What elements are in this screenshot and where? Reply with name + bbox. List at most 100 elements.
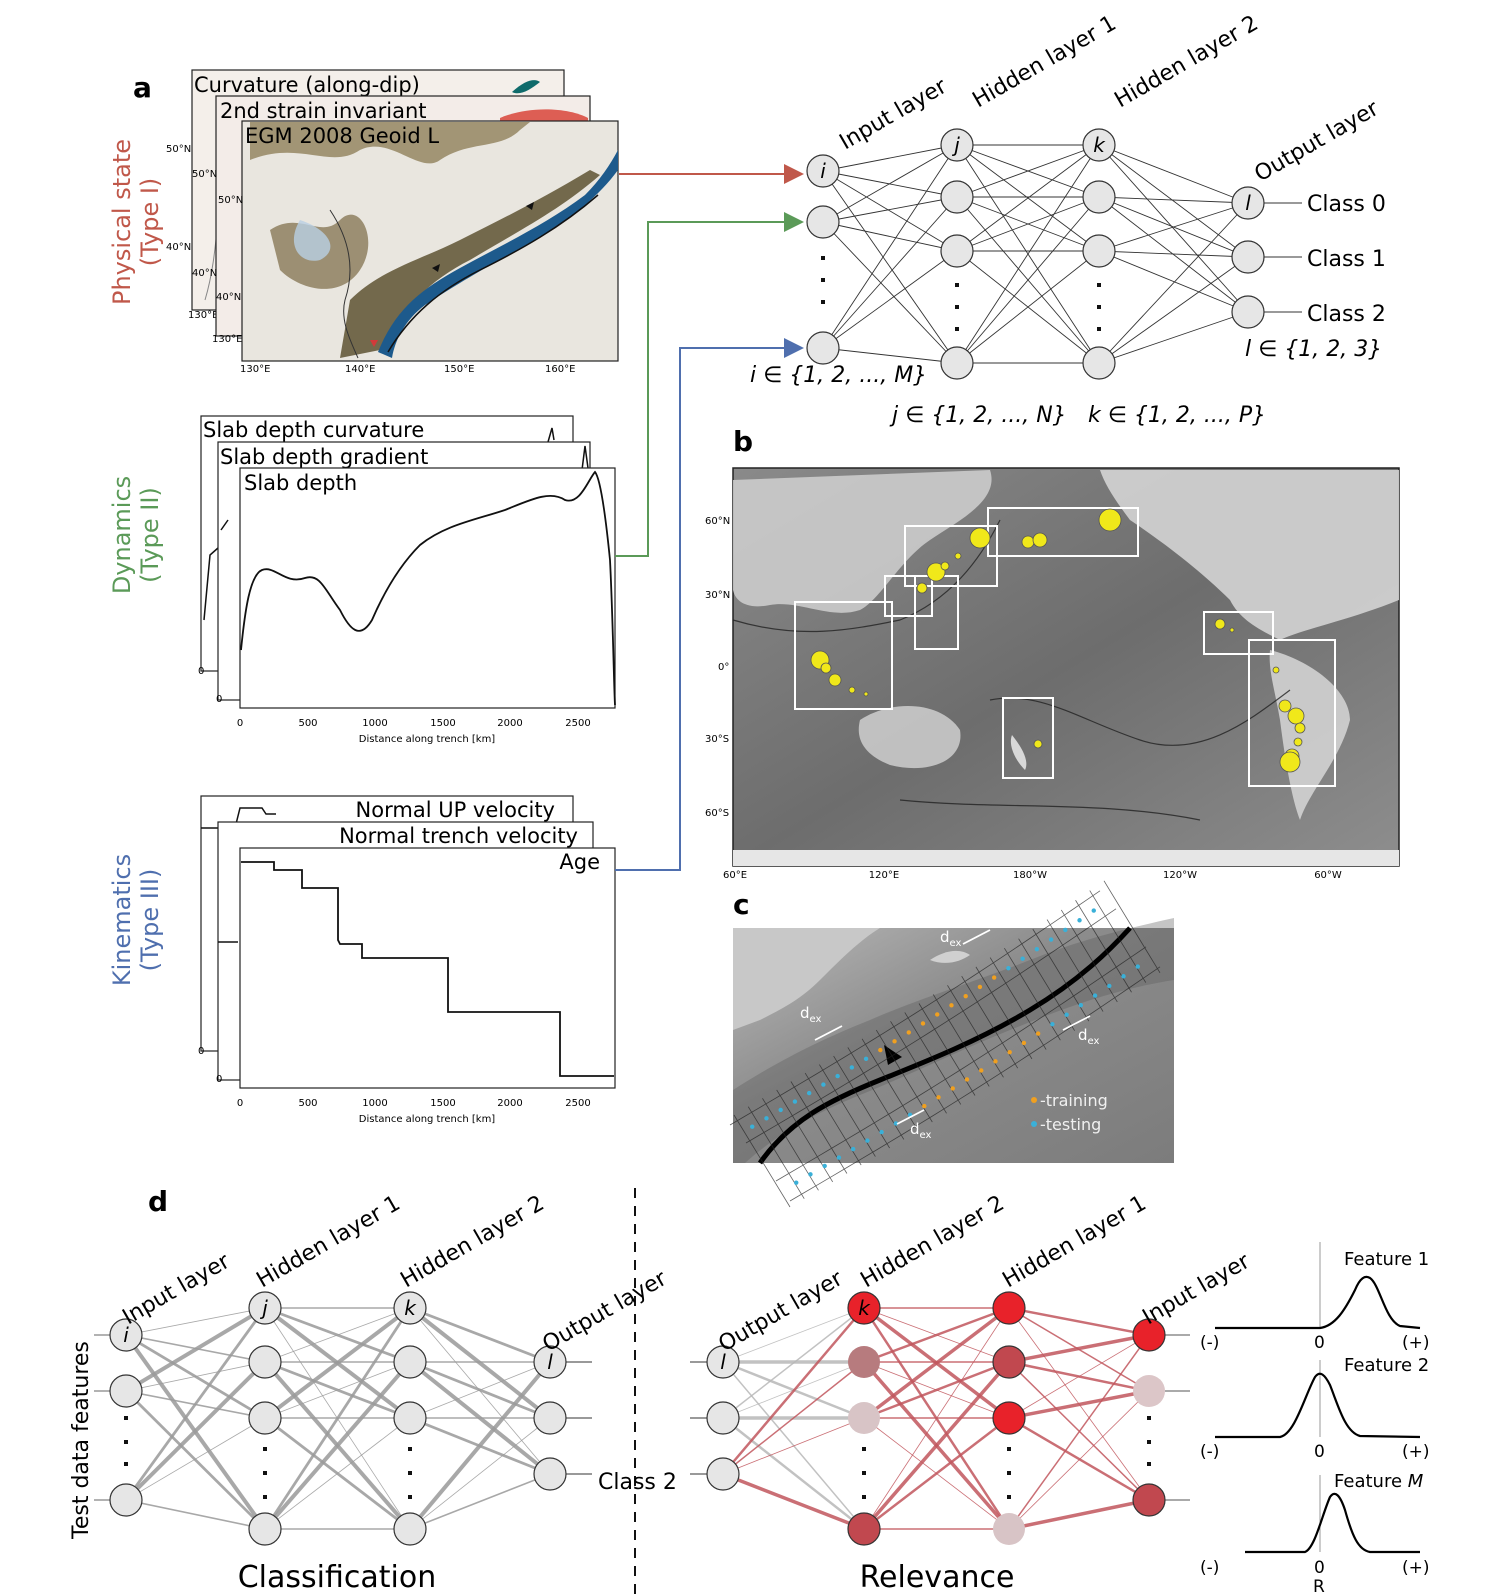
map-stack: Curvature (along-dip) 50°N 40°N 130°E 2n… bbox=[166, 69, 619, 375]
dex-bar bbox=[814, 1025, 843, 1041]
network-node bbox=[992, 1345, 1026, 1379]
node-index-label: l bbox=[1245, 191, 1251, 215]
sample-dot bbox=[936, 1095, 941, 1100]
sample-dot bbox=[792, 1099, 798, 1104]
edge bbox=[1098, 250, 1249, 313]
dex-label: dex bbox=[800, 1004, 822, 1025]
plot-back-title: Normal UP velocity bbox=[356, 798, 555, 822]
lon-label: 160°E bbox=[545, 364, 575, 375]
land-nz bbox=[1010, 735, 1027, 770]
network-node bbox=[706, 1457, 740, 1491]
index-set-i: i ∈ {1, 2, ..., M} bbox=[750, 363, 927, 388]
plot-mid-title: Slab depth gradient bbox=[220, 445, 428, 469]
network-node bbox=[1082, 128, 1116, 162]
lat-label: 30°S bbox=[705, 734, 729, 745]
ellipsis-dot bbox=[1007, 1471, 1011, 1475]
lon-label: 150°E bbox=[444, 364, 474, 375]
relevance-distributions: Feature 1 (-) 0 (+) Feature 2 (-) 0 (+) … bbox=[1200, 1242, 1430, 1594]
lon-label: 120°E bbox=[869, 870, 899, 881]
edge bbox=[822, 170, 958, 364]
network-node bbox=[848, 1402, 880, 1434]
layer-label-hidden2: Hidden layer 2 bbox=[1111, 11, 1263, 113]
eq-marker bbox=[1294, 722, 1306, 734]
ellipsis-dot bbox=[1007, 1447, 1011, 1451]
relevance-edge bbox=[722, 1307, 865, 1363]
world-map: 60°N 30°N 0° 30°S 60°S 60°E 120°E 180°W … bbox=[705, 467, 1400, 881]
neural-network-a: i j k l bbox=[806, 128, 1302, 380]
tick-zero: 0 bbox=[216, 694, 222, 705]
eq-marker bbox=[848, 686, 856, 694]
ellipsis-dot bbox=[821, 278, 825, 282]
classification-network: i j k l bbox=[94, 1291, 592, 1546]
strain-hotspot bbox=[500, 109, 588, 124]
network-node bbox=[992, 1401, 1026, 1435]
axis-label-r: R bbox=[1313, 1577, 1325, 1594]
x-tick: 2500 bbox=[565, 1098, 590, 1109]
classification-edges bbox=[124, 1306, 552, 1531]
sample-dot bbox=[1020, 956, 1025, 961]
weighted-edge bbox=[124, 1360, 267, 1502]
x-tick: 2500 bbox=[565, 718, 590, 729]
distribution-curve bbox=[1245, 1492, 1420, 1554]
network-node bbox=[847, 1291, 881, 1325]
relevance-edge bbox=[863, 1307, 1010, 1530]
legend-testing: -testing bbox=[1040, 1115, 1101, 1134]
region-box bbox=[794, 601, 893, 710]
edge bbox=[822, 347, 958, 364]
lat-label: 40°N bbox=[166, 242, 191, 253]
relevance-edge bbox=[1008, 1306, 1150, 1337]
land-antarctica bbox=[733, 850, 1399, 866]
trench-line bbox=[387, 194, 599, 353]
sample-dot bbox=[1077, 918, 1082, 923]
network-node bbox=[940, 346, 974, 380]
x-tick: 2000 bbox=[497, 718, 522, 729]
grid-rail bbox=[775, 946, 1147, 1182]
weighted-edge bbox=[408, 1360, 552, 1531]
class-label-1: Class 1 bbox=[1307, 247, 1386, 272]
network-a-labels: Input layer Hidden layer 1 Hidden layer … bbox=[750, 11, 1386, 428]
plot-front bbox=[239, 847, 616, 1089]
earthquake-markers bbox=[810, 508, 1306, 773]
ellipsis-dot bbox=[1097, 305, 1101, 309]
sample-dot bbox=[1048, 937, 1054, 942]
ellipsis-dot bbox=[955, 283, 959, 287]
x-axis-label: Distance along trench [km] bbox=[359, 1114, 496, 1125]
sample-dot bbox=[893, 1121, 899, 1126]
lat-label: 50°N bbox=[192, 169, 217, 180]
sample-dot bbox=[979, 1068, 984, 1073]
layer-label-output: Output layer bbox=[715, 1266, 848, 1357]
dex-label: dex bbox=[1078, 1026, 1100, 1047]
edge bbox=[1098, 256, 1249, 364]
geoid-brown-1 bbox=[250, 122, 530, 164]
weighted-edge bbox=[264, 1361, 411, 1419]
land-australia bbox=[858, 706, 961, 769]
eq-marker bbox=[828, 673, 842, 687]
distribution-curve bbox=[1215, 1372, 1421, 1439]
sample-dot bbox=[849, 1065, 855, 1070]
category-physical-state: Physical state (Type I) bbox=[108, 139, 164, 305]
relevance-network: lk bbox=[690, 1291, 1190, 1546]
category-title: Physical state bbox=[108, 139, 136, 305]
eq-marker bbox=[969, 527, 991, 549]
panel-label-a: a bbox=[133, 71, 152, 104]
node-index-label: l bbox=[547, 1350, 553, 1374]
edge bbox=[956, 144, 1100, 364]
feature-name: Feature 2 bbox=[1344, 1355, 1429, 1376]
ellipsis-dot bbox=[408, 1495, 412, 1499]
weighted-edge bbox=[264, 1307, 411, 1363]
network-node bbox=[940, 128, 974, 162]
dex-labels: dex dex dex dex bbox=[800, 928, 1100, 1141]
region-box bbox=[1248, 639, 1336, 787]
sample-dot bbox=[835, 1073, 840, 1079]
lon-label: 130°E bbox=[212, 334, 242, 345]
sample-dot bbox=[1064, 1012, 1069, 1017]
edge bbox=[822, 196, 958, 349]
network-node bbox=[1082, 346, 1116, 380]
map-mid-title: 2nd strain invariant bbox=[220, 99, 427, 123]
relevance-edge bbox=[722, 1417, 865, 1530]
edge bbox=[956, 144, 1100, 252]
plot-back-title: Slab depth curvature bbox=[203, 418, 424, 442]
sample-dot bbox=[1092, 993, 1098, 998]
ellipsis-dot bbox=[862, 1447, 866, 1451]
edge bbox=[822, 144, 958, 172]
